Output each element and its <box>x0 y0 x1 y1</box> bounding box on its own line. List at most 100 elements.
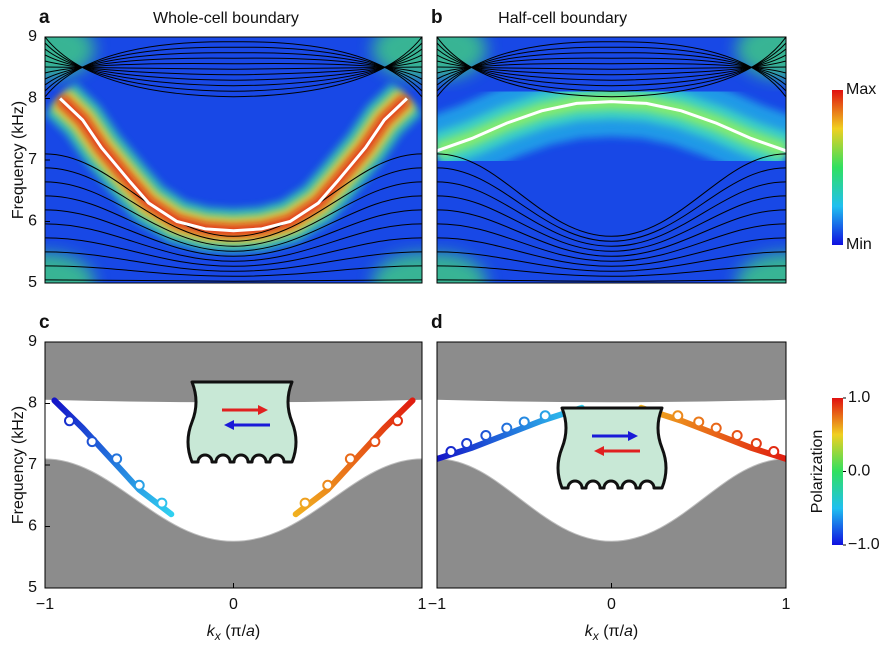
bulk-region <box>45 458 422 588</box>
panel-letter: b <box>431 7 443 28</box>
x-axis-label-part: k <box>207 623 216 640</box>
bulk-region <box>45 342 422 403</box>
inset-c <box>186 380 298 464</box>
marker <box>750 437 762 449</box>
bulk-band <box>437 209 786 257</box>
bulk-edge <box>45 458 422 542</box>
bulk-band <box>437 167 786 242</box>
marker <box>391 415 403 427</box>
x-axis-label-part: ) <box>633 623 638 640</box>
bulk-band <box>45 286 422 294</box>
heatmap-glow <box>372 253 422 283</box>
colorbar-tick-label: 1.0 <box>848 389 870 406</box>
x-axis-label-part: a <box>624 623 633 640</box>
arrow-head <box>258 405 268 415</box>
bulk-region <box>437 458 786 588</box>
x-axis-label-part: x <box>592 629 600 643</box>
marker <box>64 415 76 427</box>
bulk-band <box>437 279 786 282</box>
bulk-band <box>45 265 422 277</box>
edge-state <box>437 100 786 153</box>
bulk-band <box>437 265 786 277</box>
bulk-band <box>437 237 786 267</box>
colorbar-tick-label: −1.0 <box>848 536 880 553</box>
colorbar-min: Min <box>846 236 872 253</box>
y-tick-label: 8 <box>28 90 37 107</box>
bulk-band <box>45 181 422 247</box>
bulk-band <box>45 167 422 242</box>
panel-title: Half-cell boundary <box>498 10 627 27</box>
frame <box>436 36 787 284</box>
bulk-band <box>45 153 422 237</box>
arrow-head <box>594 446 604 456</box>
y-tick-label: 8 <box>28 395 37 412</box>
marker <box>693 416 705 428</box>
panel-letter: d <box>431 312 443 333</box>
x-tick-label: 1 <box>782 596 791 613</box>
heatmap-glow <box>736 253 786 283</box>
heatmap-glow <box>437 253 487 283</box>
y-axis-label: Frequency (kHz) <box>10 406 27 524</box>
marker <box>299 497 311 509</box>
marker <box>710 422 722 434</box>
y-tick-label: 5 <box>28 274 37 291</box>
x-tick-label: −1 <box>428 596 446 613</box>
marker <box>731 429 743 441</box>
marker <box>501 422 513 434</box>
x-axis-label-part: (π/ <box>599 623 625 640</box>
y-tick-label: 9 <box>28 28 37 45</box>
bulk-band <box>437 286 786 294</box>
marker <box>111 453 123 465</box>
plots: a Whole-cell boundary 5 6 7 8 9 Frequency (kHz)… <box>10 7 880 643</box>
bulk-region <box>437 342 786 403</box>
marker <box>480 429 492 441</box>
colorbar-label: Polarization <box>809 430 826 514</box>
heatmap-glow <box>45 37 95 80</box>
edge-state <box>59 97 408 233</box>
inset-shape <box>556 406 668 490</box>
x-axis-label: kx (π/a) <box>207 623 261 643</box>
bulk-band <box>45 41 422 98</box>
x-axis-label: kx (π/a) <box>585 623 639 643</box>
inset-d <box>556 406 668 490</box>
x-tick-label: −1 <box>36 596 54 613</box>
panel <box>45 342 422 588</box>
bulk-band <box>437 181 786 247</box>
bulk-band <box>45 195 422 252</box>
y-tick-label: 7 <box>28 151 37 168</box>
bulk-band <box>45 223 422 262</box>
bulk-band <box>437 195 786 252</box>
colorbar-max: Max <box>846 81 876 98</box>
bulk-band <box>45 279 422 282</box>
marker <box>445 445 457 457</box>
panel <box>437 342 786 588</box>
marker <box>539 410 551 422</box>
x-axis-label-part: a <box>246 623 255 640</box>
edge-state <box>638 404 786 462</box>
y-tick-label: 7 <box>28 456 37 473</box>
bulk-band <box>437 41 786 98</box>
heatmap-glow <box>45 253 95 283</box>
arrow-head <box>224 420 234 430</box>
heatmap-glow <box>372 37 422 80</box>
bulk-band <box>437 251 786 272</box>
bulk-edge <box>437 458 786 542</box>
bulk-band <box>45 209 422 257</box>
y-tick-label: 6 <box>28 518 37 535</box>
y-tick-label: 5 <box>28 579 37 596</box>
marker <box>369 436 381 448</box>
bulk-band <box>437 223 786 262</box>
insets <box>186 380 668 490</box>
bulk-band <box>45 237 422 267</box>
x-axis-label-part: x <box>214 629 222 643</box>
colorbar <box>832 398 843 545</box>
x-axis-label-part: ) <box>255 623 260 640</box>
x-tick-label: 0 <box>229 596 238 613</box>
edge-state <box>437 404 585 462</box>
y-axis-label: Frequency (kHz) <box>10 101 27 219</box>
marker <box>344 453 356 465</box>
colorbar <box>832 90 843 245</box>
y-tick-label: 9 <box>28 333 37 350</box>
marker <box>322 479 334 491</box>
